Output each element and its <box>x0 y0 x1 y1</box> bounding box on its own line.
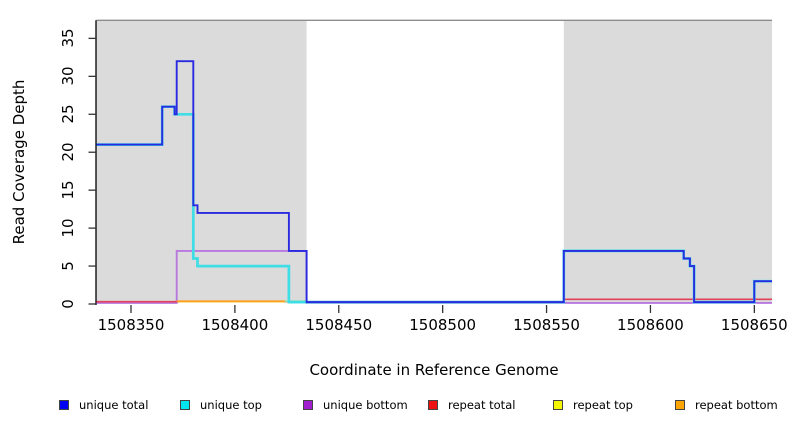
y-tick-label: 0 <box>59 299 77 309</box>
legend-swatch-icon <box>675 400 685 410</box>
x-tick-label: 1508450 <box>305 316 373 334</box>
y-tick-label: 15 <box>59 180 77 200</box>
y-tick-label: 5 <box>59 261 77 271</box>
y-axis-title: Read Coverage Depth <box>10 79 28 245</box>
legend-item-repeat-top: repeat top <box>553 398 633 412</box>
x-tick-label: 1508400 <box>201 316 269 334</box>
y-tick-label: 35 <box>59 28 77 48</box>
legend-label: repeat bottom <box>695 398 778 412</box>
legend-item-unique-top: unique top <box>180 398 262 412</box>
x-tick-label: 1508600 <box>617 316 684 334</box>
masked-region-rect <box>96 20 307 303</box>
legend-swatch-icon <box>180 400 190 410</box>
x-axis-title: Coordinate in Reference Genome <box>309 361 559 379</box>
legend-item-repeat-bottom: repeat bottom <box>675 398 778 412</box>
legend-swatch-icon <box>303 400 313 410</box>
legend-label: repeat total <box>448 398 516 412</box>
unique-total-line <box>96 60 772 304</box>
legend-item-repeat-total: repeat total <box>428 398 515 412</box>
x-tick-label: 1508500 <box>409 316 477 334</box>
y-tick-label: 20 <box>59 142 77 162</box>
legend-label: repeat top <box>573 398 633 412</box>
legend-swatch-icon <box>59 400 69 410</box>
legend-swatch-icon <box>428 400 438 410</box>
x-tick-label: 1508350 <box>97 316 165 334</box>
legend-item-unique-bottom: unique bottom <box>303 398 408 412</box>
masked-region-rect <box>563 20 772 303</box>
y-tick-label: 25 <box>59 104 77 124</box>
legend-item-unique-total: unique total <box>59 398 148 412</box>
legend-label: unique total <box>79 398 149 412</box>
x-tick-label: 1508650 <box>720 316 788 334</box>
legend-swatch-icon <box>553 400 563 410</box>
y-tick-label: 30 <box>59 66 77 86</box>
x-tick-label: 1508550 <box>513 316 580 334</box>
y-tick-label: 10 <box>59 218 77 238</box>
legend-label: unique bottom <box>323 398 408 412</box>
legend-label: unique top <box>200 398 262 412</box>
